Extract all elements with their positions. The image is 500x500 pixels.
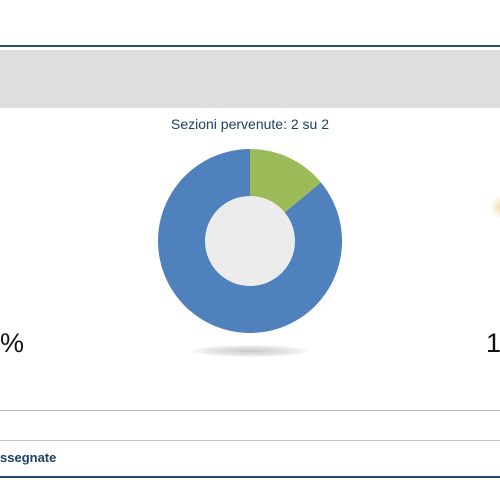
left-value: % xyxy=(0,328,25,358)
donut-shadow xyxy=(192,345,308,357)
divider xyxy=(0,410,500,411)
sections-donut-chart xyxy=(158,149,342,333)
bottom-border xyxy=(0,476,500,478)
top-border xyxy=(0,45,500,47)
divider xyxy=(0,440,500,441)
sections-received-title: Sezioni pervenute: 2 su 2 xyxy=(171,116,329,132)
right-chart-edge xyxy=(492,196,500,218)
assigned-label: ssegnate xyxy=(0,450,57,465)
right-value: 1 xyxy=(486,328,500,358)
donut-hole xyxy=(205,196,295,286)
header-band xyxy=(0,50,500,108)
